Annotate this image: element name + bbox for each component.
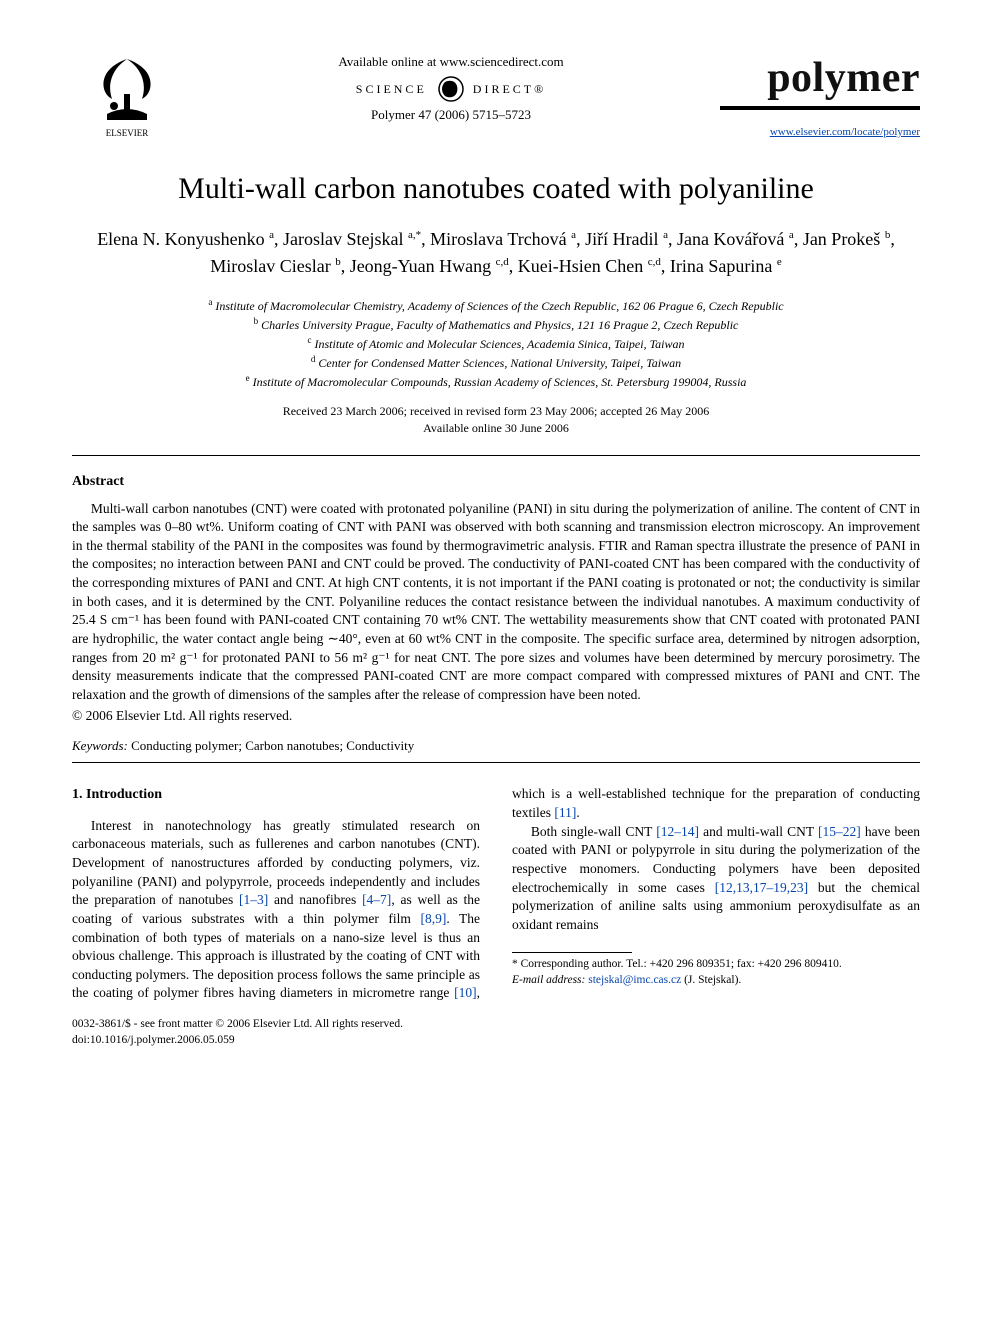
ref-link-11[interactable]: [11]	[554, 805, 576, 820]
page: ELSEVIER Available online at www.science…	[0, 0, 992, 1323]
ref-link-1-3[interactable]: [1–3]	[239, 892, 268, 907]
corresponding-email-link[interactable]: stejskal@imc.cas.cz	[588, 974, 681, 986]
rule-above-abstract	[72, 455, 920, 456]
ref-link-4-7[interactable]: [4–7]	[362, 892, 391, 907]
keywords-text: Conducting polymer; Carbon nanotubes; Co…	[131, 738, 414, 753]
section-1-heading: 1. Introduction	[72, 785, 480, 804]
affiliation: c Institute of Atomic and Molecular Scie…	[72, 334, 920, 353]
sciencedirect-left: SCIENCE	[356, 82, 427, 96]
dates-line-1: Received 23 March 2006; received in revi…	[72, 403, 920, 420]
available-online-text: Available online at www.sciencedirect.co…	[182, 54, 720, 70]
journal-name: polymer	[720, 54, 920, 102]
footer-issn-line: 0032-3861/$ - see front matter © 2006 El…	[72, 1017, 920, 1033]
ref-link-12-14[interactable]: [12–14]	[656, 824, 699, 839]
elsevier-tree-icon	[92, 54, 162, 124]
ref-link-15-22[interactable]: [15–22]	[818, 824, 861, 839]
footer-doi-line: doi:10.1016/j.polymer.2006.05.059	[72, 1033, 920, 1049]
journal-url-link[interactable]: www.elsevier.com/locate/polymer	[720, 126, 920, 138]
article-dates: Received 23 March 2006; received in revi…	[72, 403, 920, 437]
abstract-body: Multi-wall carbon nanotubes (CNT) were c…	[72, 500, 920, 705]
dates-line-2: Available online 30 June 2006	[72, 420, 920, 437]
email-line: E-mail address: stejskal@imc.cas.cz (J. …	[512, 973, 920, 989]
footnote-separator	[512, 952, 632, 953]
ref-link-8-9[interactable]: [8,9]	[420, 911, 446, 926]
article-title: Multi-wall carbon nanotubes coated with …	[72, 172, 920, 206]
header-center: Available online at www.sciencedirect.co…	[182, 54, 720, 123]
affiliation: e Institute of Macromolecular Compounds,…	[72, 372, 920, 391]
body-columns: 1. Introduction Interest in nanotechnolo…	[72, 785, 920, 1003]
corresponding-author: * Corresponding author. Tel.: +420 296 8…	[512, 957, 920, 973]
header: ELSEVIER Available online at www.science…	[72, 54, 920, 138]
abstract-copyright: © 2006 Elsevier Ltd. All rights reserved…	[72, 708, 920, 724]
affiliation: a Institute of Macromolecular Chemistry,…	[72, 296, 920, 315]
abstract-heading: Abstract	[72, 474, 920, 490]
footnote-block: * Corresponding author. Tel.: +420 296 8…	[512, 952, 920, 988]
affiliation: d Center for Condensed Matter Sciences, …	[72, 353, 920, 372]
journal-citation: Polymer 47 (2006) 5715–5723	[182, 107, 720, 123]
rule-below-keywords	[72, 762, 920, 763]
ref-link-10[interactable]: [10]	[454, 985, 477, 1000]
sciencedirect-right: DIRECT®	[473, 82, 546, 96]
intro-para-2: Both single-wall CNT [12–14] and multi-w…	[512, 823, 920, 935]
journal-rule	[720, 106, 920, 110]
publisher-name: ELSEVIER	[72, 128, 182, 138]
keywords-label: Keywords:	[72, 738, 128, 753]
affiliation: b Charles University Prague, Faculty of …	[72, 315, 920, 334]
footnotes: * Corresponding author. Tel.: +420 296 8…	[512, 957, 920, 988]
journal-brand-block: polymer www.elsevier.com/locate/polymer	[720, 54, 920, 138]
email-label: E-mail address:	[512, 974, 585, 986]
affiliations: a Institute of Macromolecular Chemistry,…	[72, 296, 920, 391]
abstract-text: Multi-wall carbon nanotubes (CNT) were c…	[72, 500, 920, 705]
footer: 0032-3861/$ - see front matter © 2006 El…	[72, 1017, 920, 1048]
sciencedirect-logo: SCIENCE DIRECT®	[182, 76, 720, 97]
keywords-line: Keywords: Conducting polymer; Carbon nan…	[72, 738, 920, 754]
publisher-logo-block: ELSEVIER	[72, 54, 182, 138]
authors: Elena N. Konyushenko a, Jaroslav Stejska…	[96, 226, 896, 280]
email-person: (J. Stejskal).	[684, 974, 741, 986]
ref-link-12-13-17-19-23[interactable]: [12,13,17–19,23]	[715, 880, 808, 895]
